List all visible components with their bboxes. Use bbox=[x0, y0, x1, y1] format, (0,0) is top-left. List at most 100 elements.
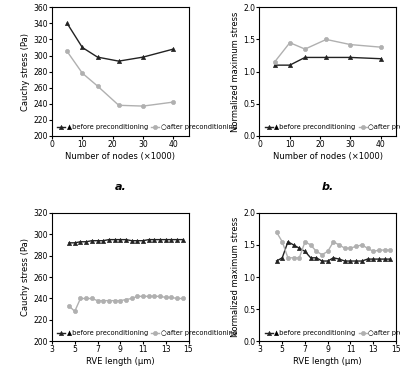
▲before preconditioning bbox=[95, 55, 100, 59]
○after preconditioning bbox=[382, 248, 387, 252]
Line: ▲before preconditioning: ▲before preconditioning bbox=[272, 55, 383, 67]
▲before preconditioning bbox=[141, 55, 146, 59]
▲before preconditioning bbox=[297, 246, 302, 250]
○after preconditioning bbox=[360, 243, 364, 247]
▲before preconditioning bbox=[320, 259, 324, 263]
○after preconditioning bbox=[78, 296, 83, 301]
▲before preconditioning bbox=[280, 255, 285, 260]
▲before preconditioning bbox=[286, 240, 290, 244]
○after preconditioning bbox=[135, 294, 140, 299]
○after preconditioning bbox=[325, 249, 330, 254]
▲before preconditioning bbox=[169, 237, 174, 242]
○after preconditioning bbox=[72, 309, 77, 313]
▲before preconditioning bbox=[348, 55, 353, 60]
○after preconditioning bbox=[342, 246, 347, 250]
Text: b.: b. bbox=[322, 182, 334, 192]
▲before preconditioning bbox=[360, 259, 364, 263]
▲before preconditioning bbox=[163, 237, 168, 242]
○after preconditioning bbox=[302, 240, 307, 244]
○after preconditioning bbox=[112, 298, 117, 303]
▲before preconditioning bbox=[180, 237, 185, 242]
○after preconditioning bbox=[286, 255, 290, 260]
Line: ○after preconditioning: ○after preconditioning bbox=[65, 50, 176, 108]
▲before preconditioning bbox=[365, 257, 370, 261]
▲before preconditioning bbox=[135, 239, 140, 243]
Legend: ▲before preconditioning, ○after preconditioning: ▲before preconditioning, ○after precondi… bbox=[55, 123, 239, 132]
○after preconditioning bbox=[67, 304, 72, 308]
○after preconditioning bbox=[388, 248, 393, 252]
○after preconditioning bbox=[348, 43, 353, 47]
▲before preconditioning bbox=[302, 55, 307, 60]
○after preconditioning bbox=[118, 298, 123, 303]
▲before preconditioning bbox=[272, 63, 277, 68]
▲before preconditioning bbox=[376, 257, 381, 261]
○after preconditioning bbox=[90, 296, 94, 301]
○after preconditioning bbox=[158, 294, 162, 299]
Line: ○after preconditioning: ○after preconditioning bbox=[272, 37, 383, 64]
▲before preconditioning bbox=[337, 257, 342, 261]
Y-axis label: Cauchy stress (Pa): Cauchy stress (Pa) bbox=[22, 33, 30, 110]
X-axis label: RVE length (μm): RVE length (μm) bbox=[294, 357, 362, 366]
○after preconditioning bbox=[124, 297, 128, 302]
○after preconditioning bbox=[331, 240, 336, 244]
○after preconditioning bbox=[101, 298, 106, 303]
▲before preconditioning bbox=[84, 240, 88, 244]
▲before preconditioning bbox=[118, 237, 123, 242]
▲before preconditioning bbox=[116, 59, 121, 63]
○after preconditioning bbox=[106, 298, 111, 303]
Line: ○after preconditioning: ○after preconditioning bbox=[274, 230, 392, 260]
▲before preconditioning bbox=[314, 255, 319, 260]
▲before preconditioning bbox=[112, 237, 117, 242]
▲before preconditioning bbox=[72, 241, 77, 245]
Y-axis label: Cauchy stress (Pa): Cauchy stress (Pa) bbox=[22, 238, 30, 316]
Legend: ▲before preconditioning, ○after preconditioning: ▲before preconditioning, ○after precondi… bbox=[263, 328, 400, 338]
▲before preconditioning bbox=[348, 259, 353, 263]
○after preconditioning bbox=[337, 243, 342, 247]
○after preconditioning bbox=[302, 47, 307, 51]
▲before preconditioning bbox=[152, 237, 157, 242]
○after preconditioning bbox=[378, 45, 383, 50]
○after preconditioning bbox=[171, 100, 176, 104]
▲before preconditioning bbox=[371, 257, 376, 261]
▲before preconditioning bbox=[141, 239, 146, 243]
○after preconditioning bbox=[152, 294, 157, 299]
○after preconditioning bbox=[371, 249, 376, 254]
○after preconditioning bbox=[314, 249, 319, 254]
▲before preconditioning bbox=[274, 259, 279, 263]
▲before preconditioning bbox=[378, 57, 383, 61]
○after preconditioning bbox=[274, 230, 279, 235]
▲before preconditioning bbox=[382, 257, 387, 261]
▲before preconditioning bbox=[325, 259, 330, 263]
Line: ▲before preconditioning: ▲before preconditioning bbox=[67, 237, 185, 245]
▲before preconditioning bbox=[331, 255, 336, 260]
▲before preconditioning bbox=[291, 243, 296, 247]
○after preconditioning bbox=[272, 60, 277, 64]
Y-axis label: Normalized maximum stress: Normalized maximum stress bbox=[232, 217, 240, 337]
○after preconditioning bbox=[175, 296, 180, 301]
○after preconditioning bbox=[288, 40, 292, 45]
▲before preconditioning bbox=[101, 239, 106, 243]
▲before preconditioning bbox=[95, 239, 100, 243]
▲before preconditioning bbox=[288, 63, 292, 68]
▲before preconditioning bbox=[324, 55, 329, 60]
▲before preconditioning bbox=[90, 239, 94, 243]
○after preconditioning bbox=[320, 252, 324, 257]
▲before preconditioning bbox=[80, 45, 85, 50]
○after preconditioning bbox=[348, 246, 353, 250]
○after preconditioning bbox=[95, 298, 100, 303]
Legend: ▲before preconditioning, ○after preconditioning: ▲before preconditioning, ○after precondi… bbox=[263, 123, 400, 132]
○after preconditioning bbox=[146, 294, 151, 299]
▲before preconditioning bbox=[158, 237, 162, 242]
▲before preconditioning bbox=[171, 47, 176, 51]
○after preconditioning bbox=[116, 103, 121, 108]
▲before preconditioning bbox=[342, 259, 347, 263]
X-axis label: Number of nodes (×1000): Number of nodes (×1000) bbox=[65, 152, 175, 161]
Legend: ▲before preconditioning, ○after preconditioning: ▲before preconditioning, ○after precondi… bbox=[55, 328, 239, 338]
Line: ▲before preconditioning: ▲before preconditioning bbox=[65, 21, 176, 63]
○after preconditioning bbox=[376, 248, 381, 252]
▲before preconditioning bbox=[106, 237, 111, 242]
○after preconditioning bbox=[141, 104, 146, 108]
○after preconditioning bbox=[291, 255, 296, 260]
○after preconditioning bbox=[324, 37, 329, 42]
▲before preconditioning bbox=[124, 237, 128, 242]
